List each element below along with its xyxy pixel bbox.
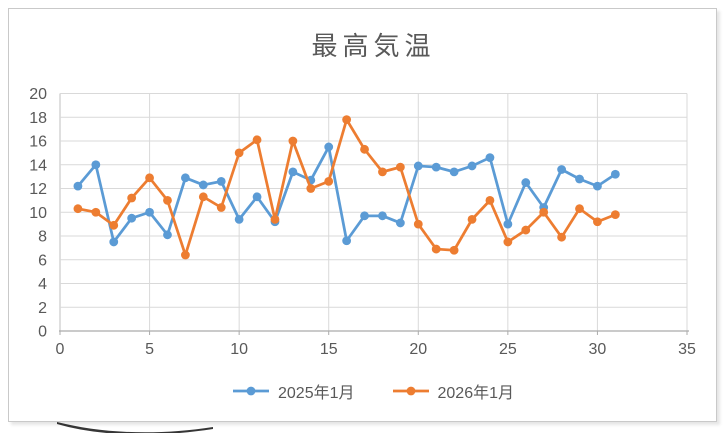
data-point-series-0 (485, 153, 495, 163)
data-point-series-1 (216, 203, 226, 212)
y-tick-label: 0 (38, 324, 47, 341)
data-point-series-1 (91, 207, 101, 217)
data-point-series-1 (163, 195, 172, 205)
data-point-series-0 (198, 180, 208, 190)
data-point-series-0 (521, 178, 531, 187)
legend-item-0: 2025年1月 (233, 379, 355, 403)
chart-title: 最高気温 (311, 31, 436, 61)
x-tick-label: 30 (589, 341, 607, 358)
data-point-series-1 (145, 173, 154, 183)
data-point-series-0 (73, 181, 83, 191)
data-point-series-1 (324, 176, 334, 186)
data-point-series-1 (539, 207, 549, 217)
data-point-series-1 (342, 115, 352, 125)
data-point-series-1 (234, 148, 244, 158)
data-point-series-1 (467, 214, 477, 224)
data-point-series-0 (431, 162, 441, 172)
x-tick-label: 0 (56, 341, 65, 358)
data-point-series-0 (127, 213, 137, 223)
legend-label: 2026年1月 (437, 385, 515, 402)
data-point-series-1 (449, 245, 459, 255)
data-point-series-0 (145, 207, 154, 217)
data-point-series-0 (449, 167, 459, 177)
y-tick-label: 12 (29, 181, 47, 198)
data-point-series-1 (127, 193, 137, 203)
data-point-series-0 (109, 237, 119, 247)
data-point-series-0 (360, 211, 369, 221)
data-point-series-0 (413, 161, 423, 171)
data-point-series-0 (216, 176, 226, 186)
data-point-series-0 (503, 219, 513, 229)
data-point-series-0 (181, 173, 190, 183)
data-point-series-0 (324, 142, 334, 152)
y-tick-label: 4 (38, 276, 47, 293)
legend-marker-icon (392, 386, 429, 396)
x-tick-label: 35 (678, 341, 696, 358)
data-point-series-0 (163, 230, 172, 240)
data-point-series-0 (378, 211, 387, 221)
legend-label: 2025年1月 (278, 385, 355, 402)
series-line-0 (76, 145, 617, 244)
legend-dot (246, 386, 256, 396)
y-tick-label: 2 (38, 300, 47, 317)
x-tick-label: 5 (145, 341, 154, 358)
data-point-series-0 (467, 161, 477, 171)
data-point-series-1 (521, 225, 531, 235)
y-tick-label: 8 (38, 229, 47, 246)
data-point-series-0 (252, 192, 262, 202)
x-tick-label: 15 (320, 341, 338, 358)
data-point-series-1 (593, 217, 602, 227)
x-tick-label: 10 (230, 341, 248, 358)
data-point-series-1 (109, 220, 119, 230)
y-tick-label: 16 (29, 134, 47, 151)
legend-item-1: 2026年1月 (392, 379, 515, 403)
data-point-series-0 (395, 218, 405, 228)
x-tick-label: 25 (499, 341, 517, 358)
data-point-series-1 (413, 219, 423, 229)
legend: 2025年1月 2026年1月 (60, 378, 687, 404)
data-point-series-0 (91, 160, 101, 170)
data-point-series-0 (593, 181, 602, 191)
data-point-series-1 (270, 214, 280, 224)
data-point-series-1 (73, 204, 83, 214)
y-tick-label: 20 (29, 86, 47, 103)
data-point-series-0 (342, 236, 352, 246)
data-point-series-0 (557, 165, 566, 174)
data-point-series-1 (360, 144, 369, 154)
legend-dot (406, 386, 415, 396)
data-point-series-1 (306, 184, 316, 193)
x-tick-label: 20 (409, 341, 427, 358)
data-point-series-0 (610, 169, 620, 179)
data-point-series-1 (610, 210, 620, 220)
data-point-series-1 (575, 204, 584, 214)
data-point-series-0 (575, 174, 584, 184)
data-point-series-1 (198, 192, 208, 202)
y-tick-label: 18 (29, 110, 47, 127)
data-point-series-1 (181, 250, 190, 260)
y-tick-label: 10 (29, 205, 47, 222)
data-point-series-1 (431, 244, 441, 254)
data-point-series-1 (288, 136, 298, 146)
data-point-series-1 (252, 135, 262, 145)
data-point-series-1 (557, 232, 566, 242)
data-point-series-1 (485, 195, 495, 205)
y-tick-label: 14 (29, 157, 47, 174)
legend-marker-icon (233, 386, 269, 396)
data-point-series-0 (288, 167, 298, 177)
data-point-series-0 (234, 214, 244, 224)
data-point-series-1 (378, 167, 387, 177)
data-point-series-1 (503, 237, 513, 247)
y-tick-label: 6 (38, 252, 47, 269)
data-point-series-1 (395, 162, 405, 172)
